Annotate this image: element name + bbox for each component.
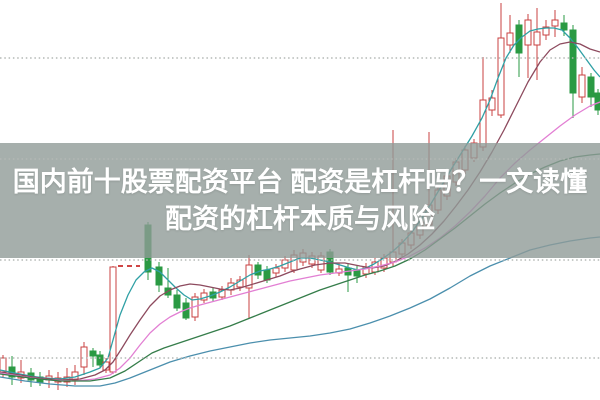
title-banner-overlay: 国内前十股票配资平台 配资是杠杆吗？一文读懂 配资的杠杆本质与风险: [0, 143, 600, 258]
banner-title-line2: 配资的杠杆本质与风险: [165, 204, 435, 234]
banner-title-line1: 国内前十股票配资平台 配资是杠杆吗？一文读懂: [12, 167, 588, 197]
